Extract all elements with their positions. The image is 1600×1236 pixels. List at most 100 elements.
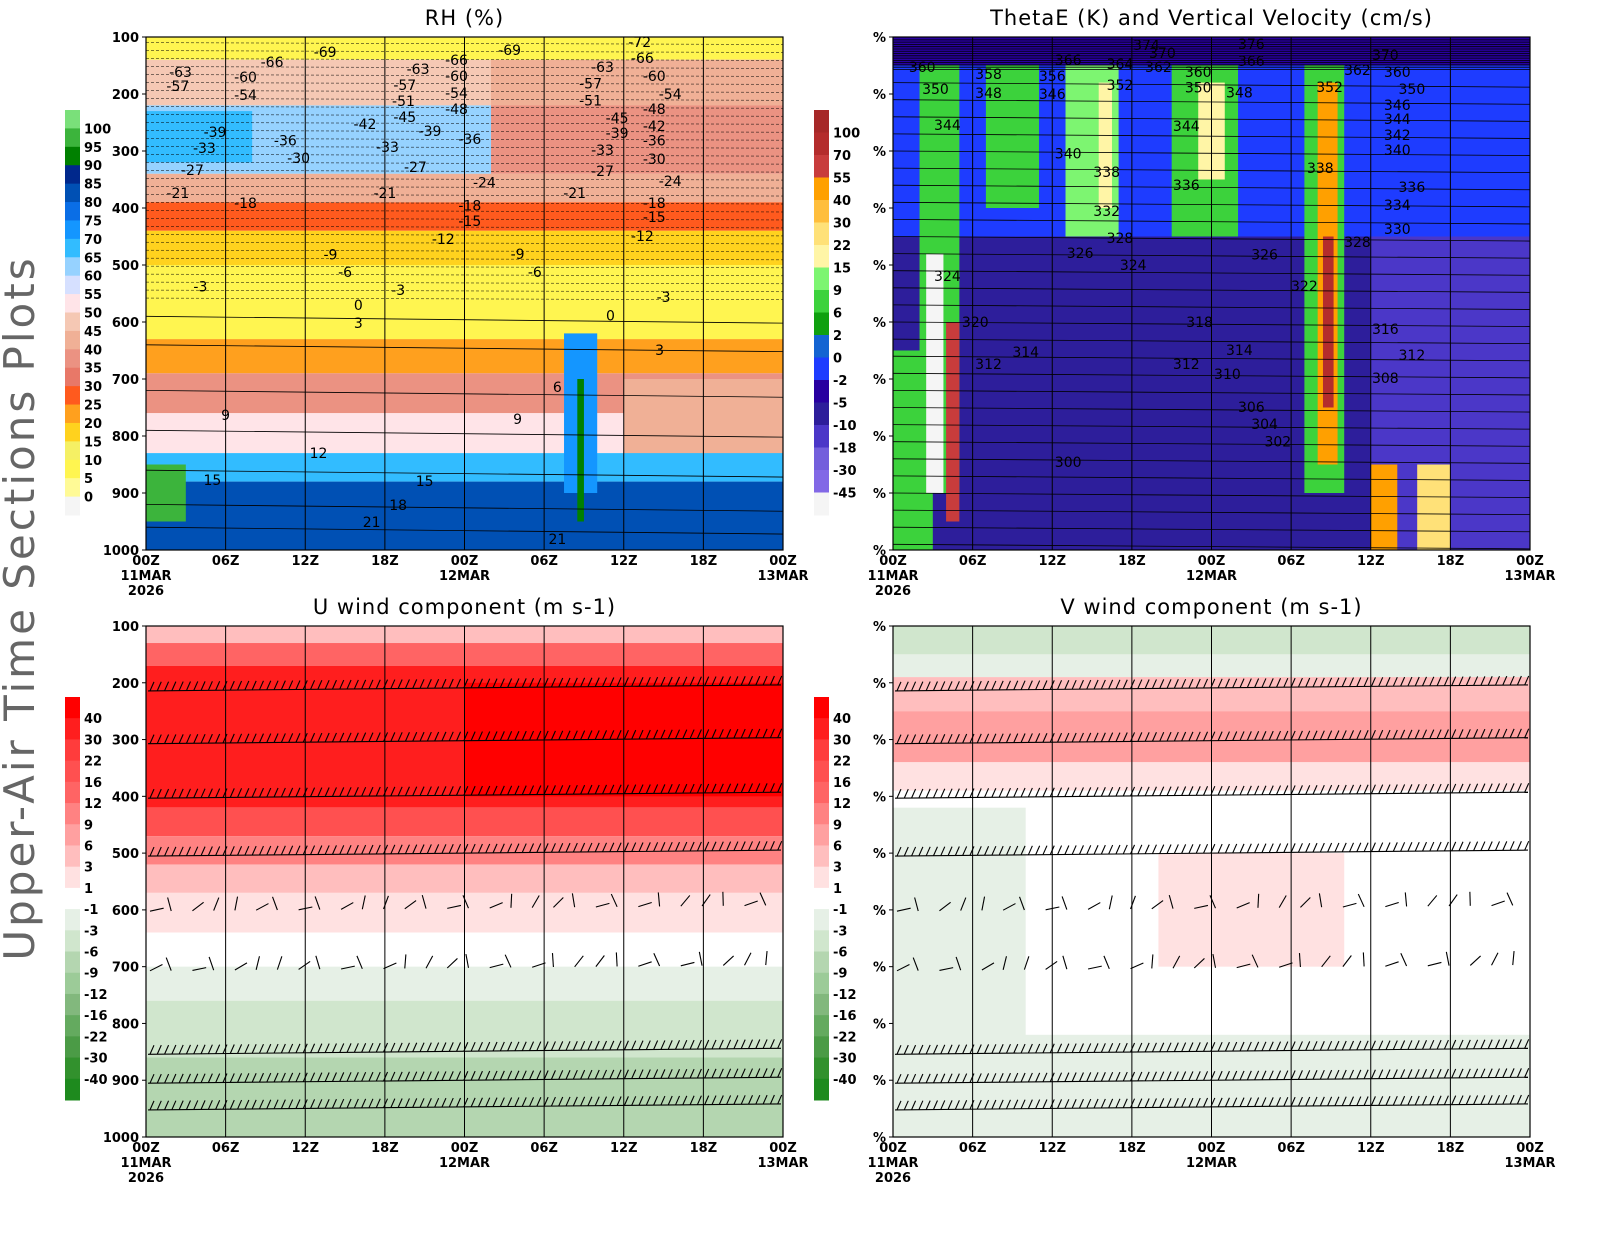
wind-barb <box>903 1100 909 1111</box>
wind-barb <box>1458 1095 1464 1105</box>
colorbar-label: 12 <box>833 797 851 812</box>
wind-barb <box>1268 1041 1274 1051</box>
wind-barb <box>1137 1098 1143 1108</box>
wind-barb <box>1407 1040 1413 1050</box>
wind-barb <box>1181 1097 1187 1108</box>
contour-label: -63 <box>407 62 430 78</box>
colorbar-box <box>814 335 829 358</box>
wind-barb <box>998 1099 1004 1110</box>
wind-barb <box>514 678 520 688</box>
wind-barb <box>903 734 909 744</box>
colorbar-box <box>65 404 80 424</box>
wind-barb <box>1341 784 1347 795</box>
wind-barb <box>638 961 652 967</box>
wind-barb <box>273 1043 279 1054</box>
contour-label: 304 <box>1251 417 1278 433</box>
wind-barb <box>470 1070 476 1081</box>
wind-barb <box>178 1044 184 1055</box>
wind-barb <box>529 1070 535 1080</box>
wind-barb <box>1005 1043 1011 1054</box>
wind-barb <box>1042 680 1048 690</box>
wind-barb <box>521 678 527 688</box>
contour-label: -33 <box>591 143 614 159</box>
wind-barb <box>755 1039 761 1049</box>
wind-barb <box>1087 902 1101 910</box>
wind-barb <box>623 784 629 794</box>
contour-label: 334 <box>1384 198 1411 214</box>
wind-barb <box>991 733 997 743</box>
wind-barb <box>1356 784 1362 795</box>
wind-barb <box>747 1039 753 1049</box>
wind-barb <box>485 1097 491 1107</box>
wind-barb <box>470 678 476 689</box>
wind-barb <box>1257 893 1260 908</box>
colorbar-box <box>814 245 829 268</box>
colorbar-label: -9 <box>833 967 847 982</box>
wind-barb <box>550 1070 556 1080</box>
wind-barb <box>602 1096 608 1106</box>
wind-barb <box>660 1095 666 1106</box>
contour-label: -39 <box>204 125 227 141</box>
wind-barb <box>645 1069 651 1079</box>
wind-barb <box>251 845 257 856</box>
contour-line <box>146 289 783 293</box>
wind-barb <box>514 1041 520 1052</box>
contour-label: 336 <box>1399 180 1426 196</box>
wind-barb <box>1268 785 1274 795</box>
contour-label: -54 <box>445 86 468 102</box>
wind-barb <box>1451 729 1457 739</box>
wind-barb <box>434 786 440 796</box>
wind-barb <box>558 843 564 853</box>
wind-barb <box>266 680 272 690</box>
y-tick-label: % <box>873 544 886 559</box>
wind-barb <box>572 1096 578 1107</box>
wind-barb <box>485 731 491 741</box>
wind-barb <box>1002 903 1016 911</box>
y-tick-label: % <box>873 31 886 46</box>
wind-barb <box>572 784 578 795</box>
wind-barb <box>1166 786 1172 796</box>
x-tick-label: 12Z <box>291 1141 319 1156</box>
wind-barb <box>1445 951 1450 966</box>
wind-barb <box>1443 1095 1449 1105</box>
wind-barb <box>1458 729 1464 739</box>
wind-barb <box>1480 676 1486 686</box>
contour-line <box>146 90 783 93</box>
colorbar-box <box>814 887 829 910</box>
wind-barb <box>954 788 960 798</box>
contour-label: 366 <box>1055 53 1082 69</box>
wind-barb <box>1473 1068 1479 1078</box>
wind-barb <box>553 897 564 908</box>
wind-barb <box>1217 843 1223 854</box>
colorbar-label: 15 <box>833 262 851 277</box>
contour-line <box>146 98 783 101</box>
wind-barb <box>1458 1039 1464 1050</box>
x-year-label: 2026 <box>875 584 911 599</box>
wind-barb <box>404 900 417 910</box>
x-date-label: 12MAR <box>1186 569 1237 584</box>
wind-barb <box>1491 900 1505 907</box>
wind-barb <box>609 1040 615 1051</box>
wind-barb <box>156 681 162 692</box>
wind-barb <box>1027 845 1033 856</box>
wind-barb <box>361 732 367 742</box>
wind-barb <box>361 1071 367 1082</box>
wind-barb <box>280 680 286 690</box>
contour-line <box>146 178 783 181</box>
wind-barb <box>273 787 279 798</box>
contour-line <box>146 241 783 245</box>
wind-barb <box>1407 676 1413 687</box>
wind-barb <box>1422 1095 1428 1106</box>
colorbar-label: 3 <box>84 861 93 876</box>
y-tick-label: % <box>873 145 886 160</box>
wind-barb <box>762 1094 768 1105</box>
wind-barb <box>244 1099 250 1110</box>
wind-barb <box>521 1070 527 1080</box>
contour-label: 366 <box>1238 54 1265 70</box>
wind-barb <box>1261 1041 1267 1052</box>
wind-barb <box>470 785 476 796</box>
wind-barb <box>164 846 170 857</box>
y-tick-label: % <box>873 487 886 502</box>
wind-barb <box>1268 678 1274 688</box>
wind-barb <box>514 843 520 853</box>
